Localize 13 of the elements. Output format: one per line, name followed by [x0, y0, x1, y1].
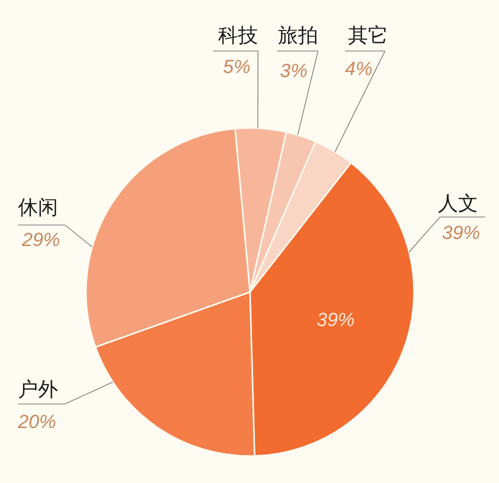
data-label: 4%	[345, 59, 373, 80]
text: 39%	[316, 310, 355, 332]
data-label: 20%	[17, 412, 56, 433]
slice-label: 旅拍	[278, 23, 318, 47]
data-label: 3%	[280, 61, 308, 82]
slice-label: 户外	[18, 377, 58, 401]
data-label: 5%	[223, 57, 251, 78]
slice-label: 其它	[348, 23, 388, 47]
slice-label: 人文	[438, 191, 478, 215]
data-label: 29%	[21, 230, 60, 251]
slice-label: 休闲	[18, 195, 58, 219]
slice-label: 科技	[218, 23, 258, 47]
data-label: 39%	[442, 223, 480, 244]
